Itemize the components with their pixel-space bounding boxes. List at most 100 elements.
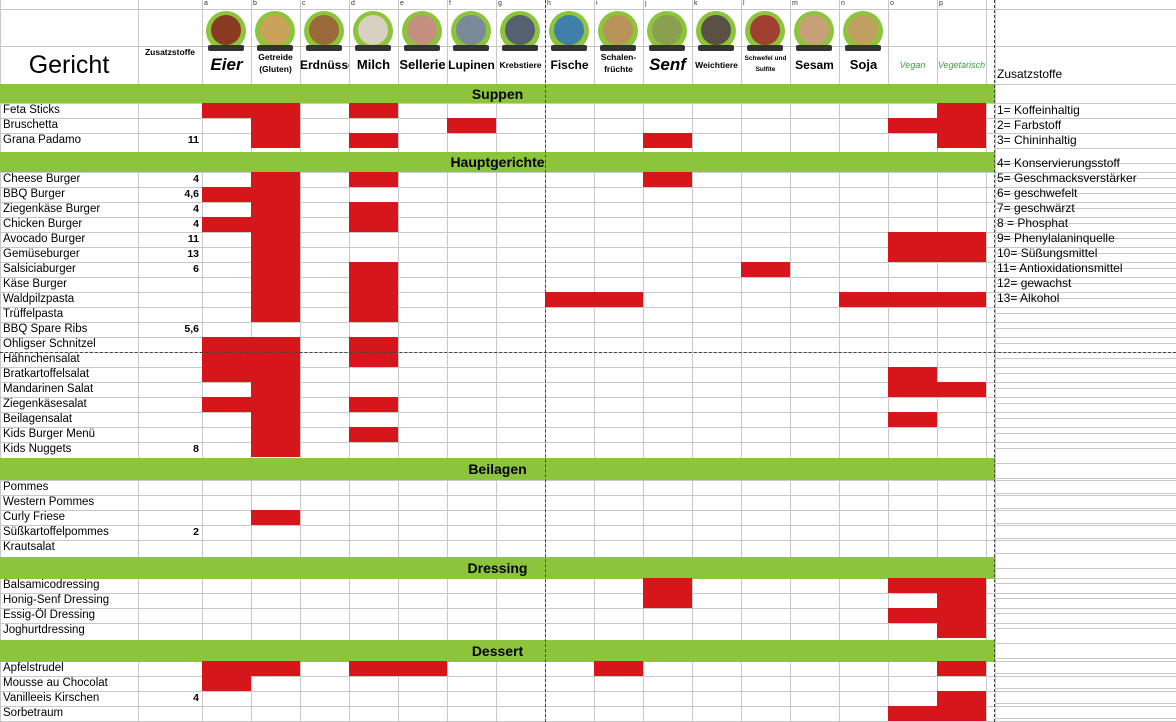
dish-name: Mousse au Chocolat xyxy=(3,677,108,689)
grid-hline xyxy=(0,442,1176,443)
section-band xyxy=(0,557,995,579)
additive-codes: 2 xyxy=(193,526,199,538)
grid-hline xyxy=(0,691,1176,692)
allergen-label: Erdnüsse xyxy=(300,58,349,72)
grid-vline xyxy=(300,0,301,722)
additive-codes xyxy=(138,412,202,427)
allergen-mark xyxy=(643,133,692,148)
dish-name: Trüffelpasta xyxy=(3,308,64,320)
allergen-mark xyxy=(888,382,937,397)
column-letter: k xyxy=(694,0,698,7)
section-title: Hauptgerichte xyxy=(450,154,545,170)
allergen-photo-icon xyxy=(799,15,829,45)
grid-hline xyxy=(995,193,1176,194)
allergen-label: Fische xyxy=(550,58,589,72)
additive-codes: 4 xyxy=(193,692,199,704)
grid-hline xyxy=(995,658,1176,659)
grid-hline xyxy=(995,553,1176,554)
column-letter: g xyxy=(498,0,502,7)
grid-hline xyxy=(995,343,1176,344)
allergen-mark xyxy=(937,706,986,721)
column-letter: o xyxy=(890,0,894,7)
additive-codes xyxy=(138,397,202,412)
grid-hline xyxy=(0,133,1176,134)
grid-vline xyxy=(790,0,791,722)
allergen-photo-icon xyxy=(701,15,731,45)
allergen-mark xyxy=(594,661,643,676)
grid-hline xyxy=(995,493,1176,494)
allergen-mark xyxy=(594,292,643,307)
dish-name: Grana Padamo xyxy=(3,134,81,146)
grid-hline xyxy=(995,448,1176,449)
allergen-photo-icon xyxy=(652,15,682,45)
allergen-label: Soja xyxy=(849,57,878,72)
grid-hline xyxy=(995,568,1176,569)
allergen-mark xyxy=(349,103,398,118)
grid-hline xyxy=(0,480,1176,481)
dish-name: Käse Burger xyxy=(3,278,67,290)
allergen-mark xyxy=(643,593,692,608)
allergen-mark xyxy=(349,277,398,292)
allergen-label: Vegan xyxy=(899,60,926,70)
allergen-mark xyxy=(251,382,300,397)
dish-name: Beilagensalat xyxy=(3,413,73,425)
allergen-photo-icon xyxy=(554,15,584,45)
allergen-mark xyxy=(349,262,398,277)
additive-codes: 8 xyxy=(193,443,199,455)
allergen-mark xyxy=(251,427,300,442)
additive-codes xyxy=(138,540,202,555)
allergen-c-icon xyxy=(304,11,344,51)
legend-item: 5= Geschmacksverstärker xyxy=(997,171,1137,185)
allergen-mark xyxy=(251,412,300,427)
allergen-mark xyxy=(349,172,398,187)
grid-hline xyxy=(0,382,1176,383)
allergen-mark xyxy=(888,292,937,307)
additive-codes xyxy=(138,623,202,638)
grid-hline xyxy=(0,608,1176,609)
icon-caption-bar xyxy=(306,45,342,51)
additive-codes xyxy=(138,427,202,442)
grid-hline xyxy=(0,103,1176,104)
grid-hline xyxy=(995,133,1176,134)
additive-codes xyxy=(138,593,202,608)
allergen-mark xyxy=(251,187,300,202)
grid-hline xyxy=(995,673,1176,674)
dish-name: Joghurtdressing xyxy=(3,624,85,636)
allergen-mark xyxy=(202,676,251,691)
allergen-mark xyxy=(349,202,398,217)
icon-caption-bar xyxy=(845,45,881,51)
grid-hline xyxy=(0,540,1176,541)
icon-caption-bar xyxy=(355,45,391,51)
grid-vline xyxy=(692,0,693,722)
grid-hline xyxy=(995,223,1176,224)
dish-name: Apfelstrudel xyxy=(3,662,64,674)
grid-hline xyxy=(995,688,1176,689)
legend-item: 10= Süßungsmittel xyxy=(997,246,1098,260)
allergen-mark xyxy=(202,217,251,232)
grid-hline xyxy=(995,433,1176,434)
icon-caption-bar xyxy=(208,45,244,51)
dish-name: Curly Friese xyxy=(3,511,65,523)
allergen-mark xyxy=(202,397,251,412)
allergen-mark xyxy=(349,133,398,148)
allergen-photo-icon xyxy=(750,15,780,45)
column-letter: e xyxy=(400,0,404,7)
additive-codes xyxy=(138,292,202,307)
additive-codes xyxy=(138,661,202,676)
allergen-label: Senf xyxy=(649,55,686,74)
allergen-mark xyxy=(251,172,300,187)
dish-name: Sorbetraum xyxy=(3,707,64,719)
allergen-mark xyxy=(888,118,937,133)
allergen-mark xyxy=(251,277,300,292)
allergen-mark xyxy=(937,247,986,262)
allergen-mark xyxy=(251,118,300,133)
column-letter: f xyxy=(449,0,451,7)
grid-hline xyxy=(0,676,1176,677)
grid-hline xyxy=(995,103,1176,104)
dish-name: Essig-Öl Dressing xyxy=(3,609,96,621)
additive-codes xyxy=(138,367,202,382)
grid-hline xyxy=(0,187,1176,188)
icon-caption-bar xyxy=(257,45,293,51)
grid-hline xyxy=(995,463,1176,464)
allergen-label: Vegetarisch xyxy=(937,60,986,70)
